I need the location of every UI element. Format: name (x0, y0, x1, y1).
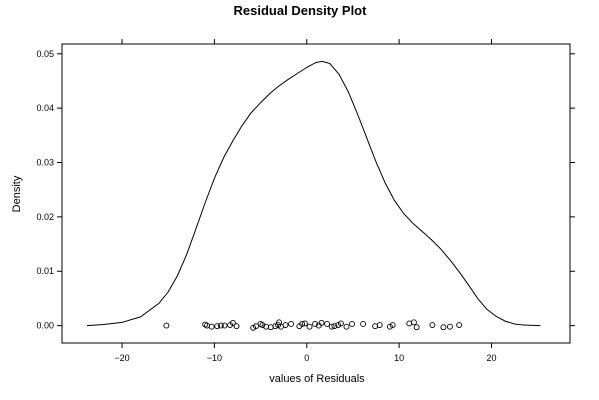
residual-point (214, 323, 221, 330)
residual-point (456, 322, 463, 329)
residual-point (299, 321, 306, 327)
residual-point (440, 324, 447, 331)
residual-point (337, 320, 344, 327)
y-axis-ticks: 0.00 0.01 0.02 0.03 0.04 0.05 (36, 49, 575, 331)
residual-point (282, 322, 289, 329)
residual-point (301, 320, 308, 327)
residual-point (318, 319, 325, 326)
x-tick-label: 10 (394, 353, 404, 363)
residual-point (410, 319, 417, 326)
x-tick-label: −20 (114, 353, 129, 363)
residual-point (324, 321, 331, 327)
residual-point (233, 323, 240, 330)
residual-point (288, 321, 295, 327)
residual-point (343, 323, 350, 330)
x-axis-ticks: −20 −10 0 10 20 (114, 39, 496, 363)
x-tick-label: −10 (207, 353, 222, 363)
chart-title: Residual Density Plot (234, 3, 368, 18)
residual-point (208, 323, 215, 330)
residual-point (376, 322, 383, 329)
x-tick-label: 0 (304, 353, 309, 363)
x-axis-label: values of Residuals (269, 373, 365, 385)
series-layer (86, 60, 541, 331)
y-tick-label: 0.02 (36, 212, 54, 222)
residual-point (272, 323, 279, 330)
residual-point (312, 321, 319, 327)
residual-point (389, 322, 396, 329)
residual-point (349, 321, 355, 327)
density-curve (86, 60, 541, 327)
y-axis-label: Density (11, 175, 23, 212)
y-tick-label: 0.00 (36, 321, 54, 331)
residual-point (360, 321, 367, 327)
residual-point (429, 322, 436, 329)
residual-point (446, 323, 453, 330)
y-tick-label: 0.01 (36, 266, 54, 276)
plot-frame (61, 43, 571, 344)
y-tick-label: 0.05 (36, 49, 54, 59)
residual-point (253, 323, 259, 330)
y-tick-label: 0.03 (36, 158, 54, 168)
x-tick-label: 20 (486, 353, 496, 363)
residual-point (328, 323, 335, 330)
residual-point (217, 322, 224, 329)
residual-point (259, 322, 266, 329)
residual-point (163, 322, 170, 329)
residual-point (229, 319, 236, 326)
residual-point (306, 323, 313, 330)
residual-point (221, 322, 228, 329)
y-tick-label: 0.04 (36, 103, 54, 113)
residual-point (413, 324, 420, 331)
residual-point (331, 323, 338, 330)
